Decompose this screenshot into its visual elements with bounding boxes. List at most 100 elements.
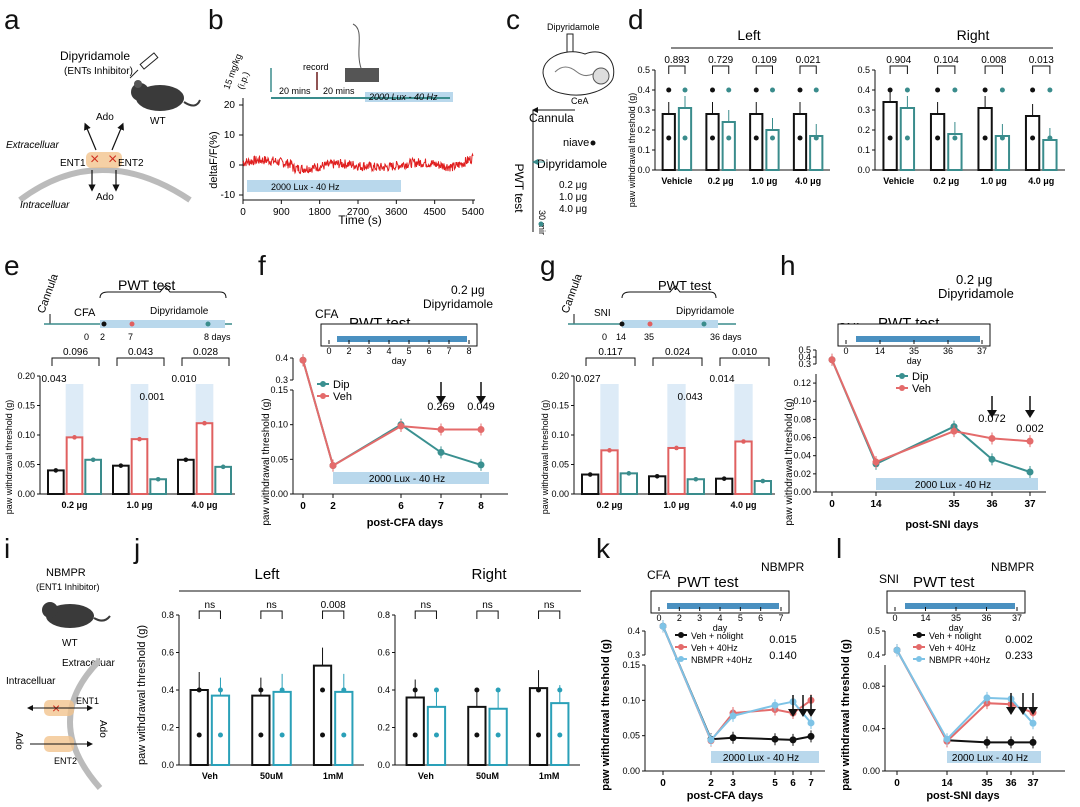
e-bar — [214, 465, 232, 495]
k-arrowhead — [788, 709, 798, 717]
h-xtick-label: 36 — [986, 499, 998, 510]
f-ytick-label: 0.4 — [275, 353, 288, 363]
i-intra: Intracelluar — [6, 676, 56, 687]
k-ytick-label: 0.10 — [622, 695, 640, 705]
membrane-2 — [67, 657, 103, 790]
panel-f: CFA PWT test 0.2 μg Dipyridamole 0234567… — [261, 283, 508, 529]
i-mouse: WT — [62, 638, 78, 649]
e-point — [202, 420, 207, 426]
f-arrowhead — [476, 396, 486, 404]
j-left-category: 1mM — [323, 771, 344, 781]
i-ent1: ENT1 — [76, 696, 99, 706]
e-light-shade — [65, 384, 84, 438]
ent2-label: ENT2 — [118, 158, 144, 169]
e-p-top: 0.028 — [193, 347, 218, 358]
e-point — [90, 457, 96, 463]
j-left-ytick-label: 0.4 — [161, 685, 174, 695]
panel-e: Cannula CFA PWT test Dipyridamole 0 2 7 … — [4, 272, 235, 514]
e-ytick-label: 0.15 — [17, 401, 35, 411]
panel-j: Left Right paw withdrawal threshold (g) … — [136, 566, 581, 781]
e-point — [72, 435, 77, 440]
j-right-bracket — [414, 610, 437, 619]
panel-letter-b: b — [208, 4, 224, 35]
d-left-point — [813, 135, 819, 141]
l-legend-label: Veh + 40Hz — [929, 643, 976, 653]
j-right-point — [412, 687, 418, 693]
h-day-label: day — [907, 356, 922, 366]
k-timeline-label: 0 — [656, 613, 661, 623]
k-timeline-label: 3 — [697, 613, 702, 623]
k-pvalue: 0.015 — [769, 634, 797, 646]
e-p-top: 0.096 — [63, 347, 88, 358]
j-left-point — [258, 732, 264, 738]
e-bracket-top — [181, 357, 230, 366]
signal-trace — [242, 152, 474, 175]
l-timeline-label: 35 — [951, 613, 961, 623]
d-right-pvalue: 0.013 — [1029, 55, 1054, 66]
d-left-point — [797, 135, 803, 141]
panel-h: SNI PWT test 0.2 μg Dipyridamole 0143536… — [784, 272, 1046, 531]
f-timeline-label: 4 — [386, 346, 391, 356]
k-drug: NBMPR — [761, 560, 805, 574]
g-ytick-label: 0.05 — [551, 460, 569, 470]
j-left-point — [341, 732, 347, 738]
b-xtick-label: 2700 — [347, 207, 370, 218]
j-left-point — [320, 732, 326, 738]
l-xtick-label: 35 — [981, 778, 993, 789]
d-right-category: 4.0 μg — [1028, 176, 1054, 186]
d-left-point — [682, 135, 688, 141]
l-ytick-label: 0.04 — [862, 724, 880, 734]
l-xtick-label: 0 — [894, 778, 900, 789]
d-right-bracket — [984, 65, 1003, 74]
drug-note: (ENTs Inhibitor) — [64, 66, 133, 77]
e-tl-2: 7 — [128, 332, 133, 342]
k-arrowhead — [798, 709, 808, 717]
d-right-point — [1047, 87, 1053, 93]
j-right-bracket — [476, 610, 499, 619]
k-timeline-label: 2 — [677, 613, 682, 623]
j-left-point — [279, 687, 285, 693]
d-left-ytick-label: 0.1 — [637, 145, 650, 155]
d-left-bracket — [712, 65, 730, 74]
j-left-bar — [272, 690, 292, 766]
g-pwt: PWT test — [658, 278, 712, 293]
ent1-label: ENT1 — [60, 158, 86, 169]
d-left-ytick-label: 0.2 — [637, 125, 650, 135]
j-left-title: Left — [254, 566, 280, 583]
h-dose: 0.2 μg — [956, 272, 992, 287]
panel-d: Left Right paw withdrawal threshold (g) … — [627, 27, 1065, 207]
f-xtick-label: 8 — [478, 501, 484, 512]
f-xlabel: post-CFA days — [367, 517, 444, 529]
j-left-bar — [251, 694, 271, 766]
f-light-bar — [333, 472, 489, 484]
d-right-point — [999, 87, 1005, 93]
g-point — [587, 472, 593, 477]
g-ytick-label: 0.20 — [551, 371, 569, 381]
h-ytick-label: 0.02 — [793, 469, 811, 479]
b-ylabel: deltaF/F(%) — [208, 131, 220, 188]
j-left-point — [258, 687, 264, 693]
h-xlabel: post-SNI days — [905, 519, 978, 531]
h-ylabel: paw withdrawal threshold (g) — [784, 398, 795, 525]
ado-top: Ado — [96, 112, 114, 123]
transporter — [86, 152, 122, 168]
h-legend-label: Dip — [912, 371, 929, 383]
h-timeline-label: 37 — [977, 346, 987, 356]
i-ent2: ENT2 — [54, 756, 77, 766]
f-timeline-label: 6 — [426, 346, 431, 356]
l-xtick-label: 14 — [941, 778, 953, 789]
j-right-ytick-label: 0.0 — [377, 760, 390, 770]
f-ytick-label: 0.15 — [270, 385, 288, 395]
i-ado-right: Ado — [97, 720, 108, 738]
h-ytick-label: 0.08 — [793, 414, 811, 424]
k-xtick-label: 3 — [730, 778, 736, 789]
f-timeline-box — [320, 323, 478, 347]
l-legend-label: Veh + nolight — [929, 631, 982, 641]
j-right-point — [536, 687, 542, 693]
h-arrowhead — [987, 410, 997, 418]
d-left-bar — [661, 113, 676, 171]
h-xtick-label: 0 — [829, 499, 835, 510]
g-light-shade — [734, 384, 753, 442]
d-right-bar — [1024, 115, 1041, 171]
l-timeline-label: 36 — [981, 613, 991, 623]
